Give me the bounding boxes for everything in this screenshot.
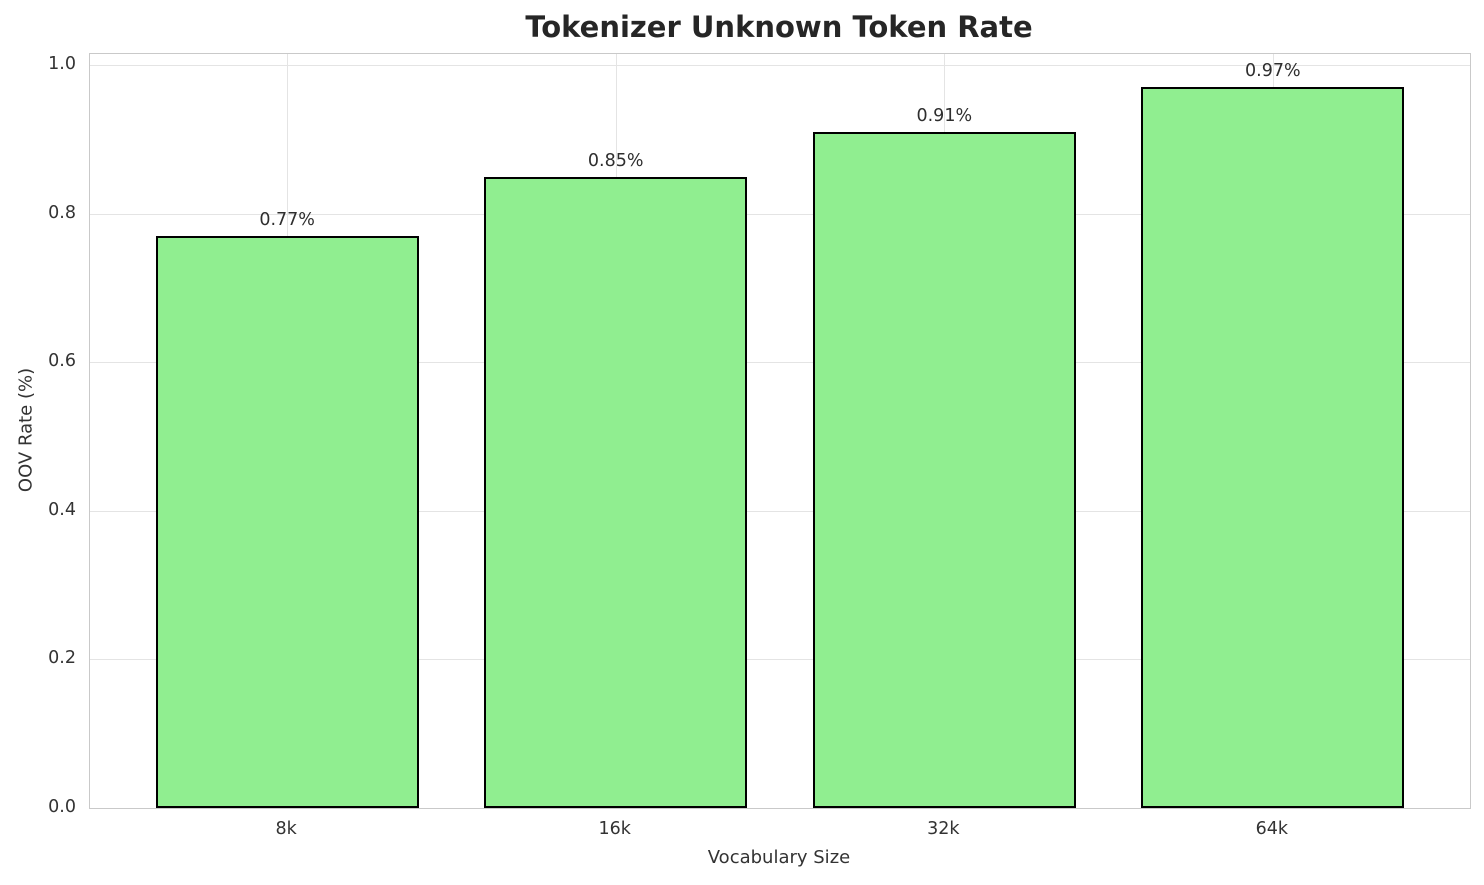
x-tick-label: 64k <box>1255 819 1289 839</box>
y-tick-label: 0.0 <box>48 797 76 817</box>
bar-32k <box>812 132 1076 808</box>
bar-64k <box>1141 87 1405 808</box>
plot-area: 0.77% 0.85% 0.91% 0.97% <box>89 53 1471 809</box>
x-tick-label: 16k <box>598 819 631 839</box>
y-axis-label: OOV Rate (%) <box>15 367 37 493</box>
y-tick-label: 0.6 <box>48 351 76 372</box>
y-tick-label: 1.0 <box>48 54 76 75</box>
bar-value-label: 0.97% <box>1245 61 1301 82</box>
x-tick-label: 32k <box>927 819 960 839</box>
h-gridline <box>90 213 1470 215</box>
chart-title: Tokenizer Unknown Token Rate <box>525 10 1033 44</box>
x-axis-label: Vocabulary Size <box>707 847 851 868</box>
h-gridline <box>90 362 1470 364</box>
x-tick-label: 8k <box>275 819 297 839</box>
y-tick-label: 0.2 <box>48 648 76 669</box>
bar-value-label: 0.91% <box>916 106 973 126</box>
h-gridline <box>90 510 1470 512</box>
bar-value-label: 0.77% <box>259 210 315 230</box>
h-gridline <box>90 65 1470 67</box>
h-gridline <box>90 659 1470 661</box>
bar-value-label: 0.85% <box>587 150 644 171</box>
y-tick-label: 0.4 <box>48 499 76 520</box>
y-tick-label: 0.8 <box>48 202 76 223</box>
bar-16k <box>484 176 748 808</box>
bar-8k <box>155 236 419 808</box>
